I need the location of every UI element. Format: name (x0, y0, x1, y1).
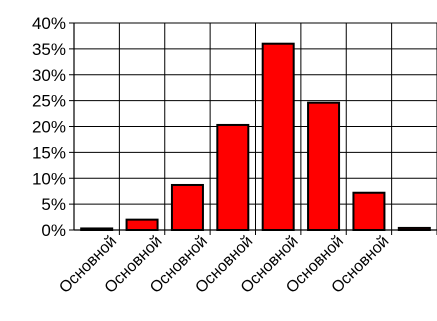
y-tick-label: 35% (32, 40, 66, 59)
axes (73, 23, 437, 231)
bar (216, 123, 250, 231)
bar (170, 183, 204, 231)
bar (307, 101, 341, 231)
y-tick-label: 25% (32, 92, 66, 111)
bars (80, 42, 431, 232)
y-tick-label: 0% (41, 221, 66, 240)
y-tick-labels: 0% 5% 10% 15% 20% 25% 30% 35% 40% (32, 14, 66, 240)
y-tick-label: 5% (41, 195, 66, 214)
y-tick-label: 15% (32, 143, 66, 162)
bar (125, 218, 159, 231)
bar (352, 191, 386, 232)
y-tick-label: 20% (32, 118, 66, 137)
x-tick-labels: ОсновнойОсновнойОсновнойОсновнойОсновной… (56, 233, 392, 297)
grid-lines (69, 22, 437, 235)
y-tick-label: 30% (32, 66, 66, 85)
y-tick-label: 10% (32, 169, 66, 188)
y-tick-label: 40% (32, 14, 66, 33)
bar (261, 42, 295, 232)
